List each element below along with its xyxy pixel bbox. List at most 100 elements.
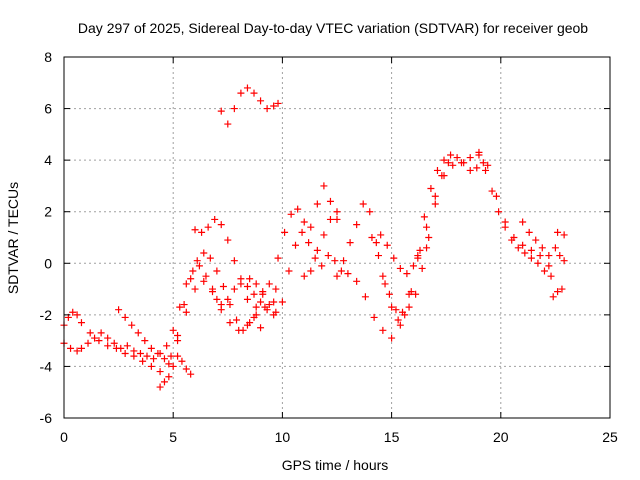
y-tick-label: 8 xyxy=(44,49,52,65)
data-point xyxy=(259,290,267,298)
data-point xyxy=(495,208,503,216)
data-point xyxy=(257,324,265,332)
data-point xyxy=(409,262,417,270)
data-point xyxy=(226,301,234,309)
data-point xyxy=(182,280,190,288)
data-point xyxy=(444,159,452,167)
data-point xyxy=(536,252,544,260)
data-point xyxy=(187,370,195,378)
data-point xyxy=(427,185,435,193)
series-track-12 xyxy=(368,151,487,324)
data-point xyxy=(313,200,321,208)
data-point xyxy=(237,275,245,283)
data-point xyxy=(532,236,540,244)
data-point xyxy=(313,246,321,254)
data-point xyxy=(423,223,431,231)
data-point xyxy=(324,252,332,260)
data-point xyxy=(211,215,219,223)
data-point xyxy=(519,218,527,226)
series-track-8 xyxy=(274,182,341,262)
series-track-15 xyxy=(519,218,553,260)
data-point xyxy=(217,306,225,314)
data-point xyxy=(134,329,142,337)
data-point xyxy=(482,166,490,174)
data-point xyxy=(274,254,282,262)
y-tick-label: 0 xyxy=(44,255,52,271)
data-point xyxy=(368,234,376,241)
data-point xyxy=(326,197,334,205)
data-point xyxy=(147,362,155,370)
data-point xyxy=(475,151,483,159)
data-point xyxy=(198,228,206,236)
y-tick-label: -6 xyxy=(40,410,53,426)
series-track-1 xyxy=(60,262,278,363)
data-point xyxy=(407,288,415,296)
data-point xyxy=(381,280,389,288)
data-point xyxy=(501,223,509,231)
data-point xyxy=(136,350,144,358)
data-point xyxy=(298,228,306,236)
x-tick-label: 15 xyxy=(384,429,400,445)
data-point xyxy=(77,319,85,327)
data-point xyxy=(333,272,341,280)
data-point xyxy=(67,344,75,352)
data-point xyxy=(226,319,234,327)
data-point xyxy=(224,295,232,303)
data-point xyxy=(285,267,293,275)
data-point xyxy=(180,301,188,309)
data-point xyxy=(224,120,232,128)
data-point xyxy=(488,187,496,195)
data-point xyxy=(178,357,186,365)
data-point xyxy=(385,290,393,298)
data-point xyxy=(156,368,164,376)
data-point xyxy=(91,334,99,342)
data-point xyxy=(420,213,428,221)
data-point xyxy=(139,357,147,365)
data-point xyxy=(440,156,448,164)
data-point xyxy=(418,264,426,272)
y-axis-label: SDTVAR / TECUs xyxy=(5,182,21,294)
data-point xyxy=(250,290,258,298)
data-point xyxy=(187,275,195,283)
data-point xyxy=(370,313,378,321)
data-point xyxy=(69,308,77,316)
data-point xyxy=(394,316,402,324)
data-point xyxy=(243,295,251,303)
data-point xyxy=(521,249,529,257)
y-tick-label: -2 xyxy=(40,307,53,323)
data-point xyxy=(383,241,391,249)
data-point xyxy=(460,159,468,167)
data-point xyxy=(433,166,441,174)
series-track-10 xyxy=(333,159,452,316)
data-point xyxy=(307,267,315,275)
data-point xyxy=(377,231,385,239)
data-point xyxy=(156,383,164,391)
data-point xyxy=(300,272,308,280)
data-point xyxy=(86,329,94,337)
data-points xyxy=(60,84,568,391)
data-point xyxy=(263,105,271,113)
data-point xyxy=(261,303,269,311)
y-tick-label: 4 xyxy=(44,152,52,168)
x-tick-label: 5 xyxy=(169,429,177,445)
data-point xyxy=(237,89,245,97)
data-point xyxy=(287,210,295,218)
data-point xyxy=(359,200,367,208)
data-point xyxy=(396,321,404,329)
data-point xyxy=(265,280,273,288)
data-point xyxy=(191,226,199,234)
data-point xyxy=(353,221,361,229)
x-tick-label: 0 xyxy=(60,429,68,445)
data-point xyxy=(77,344,85,352)
data-point xyxy=(320,231,328,239)
data-point xyxy=(326,215,334,223)
data-point xyxy=(182,365,190,373)
data-point xyxy=(165,360,173,368)
data-point xyxy=(449,161,457,169)
data-point xyxy=(104,334,112,342)
data-point xyxy=(143,352,151,360)
data-point xyxy=(130,352,138,360)
data-point xyxy=(209,288,217,296)
data-point xyxy=(431,200,439,208)
data-point xyxy=(257,298,265,306)
